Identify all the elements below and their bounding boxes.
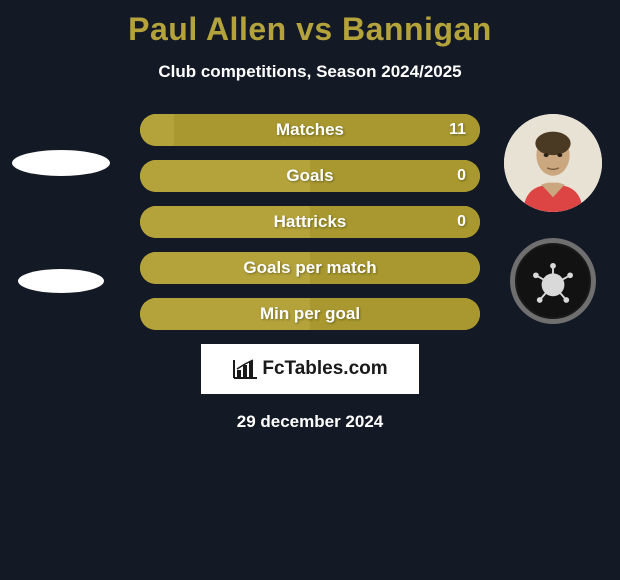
stat-bar: Min per goal [140, 298, 480, 330]
right-column [498, 114, 608, 324]
bar-value-right: 11 [449, 114, 466, 146]
bar-label: Min per goal [140, 298, 480, 330]
person-icon [504, 114, 602, 212]
bar-label: Hattricks [140, 206, 480, 238]
bar-value-right: 0 [457, 206, 466, 238]
page-root: Paul Allen vs Bannigan Club competitions… [0, 0, 620, 432]
date-label: 29 december 2024 [0, 412, 620, 432]
placeholder-icon [18, 269, 104, 293]
player2-avatar [504, 114, 602, 212]
placeholder-icon [12, 150, 110, 176]
bar-label: Matches [140, 114, 480, 146]
stat-bar: Hattricks0 [140, 206, 480, 238]
left-column [6, 114, 116, 324]
comparison-area: Matches11Goals0Hattricks0Goals per match… [0, 114, 620, 432]
title-vs: vs [296, 11, 333, 47]
bar-label: Goals per match [140, 252, 480, 284]
club-crest-icon [515, 243, 591, 319]
bar-value-right: 0 [457, 160, 466, 192]
player1-avatar [12, 114, 110, 212]
title-player2: Bannigan [342, 11, 492, 47]
stat-bars: Matches11Goals0Hattricks0Goals per match… [140, 114, 480, 330]
page-title: Paul Allen vs Bannigan [0, 11, 620, 48]
player2-club-badge [510, 238, 596, 324]
subtitle: Club competitions, Season 2024/2025 [0, 62, 620, 82]
stat-bar: Goals0 [140, 160, 480, 192]
site-logo: FcTables.com [201, 344, 419, 394]
stat-bar: Matches11 [140, 114, 480, 146]
stat-bar: Goals per match [140, 252, 480, 284]
site-logo-text: FcTables.com [262, 358, 387, 380]
title-player1: Paul Allen [128, 11, 287, 47]
bar-label: Goals [140, 160, 480, 192]
bar-chart-icon [232, 358, 258, 380]
player1-club-badge [18, 238, 104, 324]
